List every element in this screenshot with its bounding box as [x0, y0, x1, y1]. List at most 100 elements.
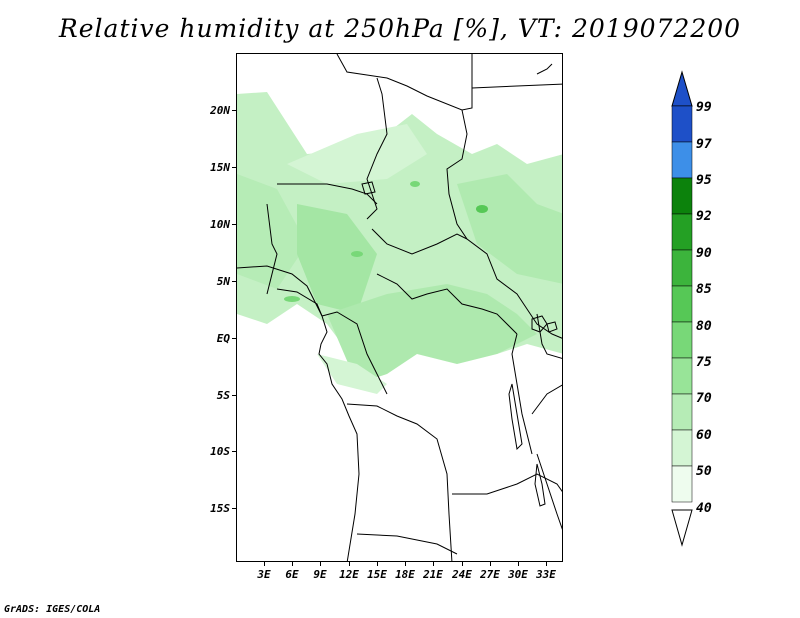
rh-band-congo: [327, 284, 537, 384]
rh-spot-chad: [410, 181, 420, 187]
lat-label: 15S: [210, 502, 230, 515]
lat-label: 10S: [210, 445, 230, 458]
rh-band-north: [287, 124, 427, 184]
rh-band-south-coast: [317, 354, 387, 394]
lat-tick: [232, 110, 236, 111]
lon-tick: [518, 562, 519, 566]
border-congo: [321, 311, 388, 395]
colorbar-segment-95: [671, 177, 693, 215]
lon-label: 33E: [536, 568, 556, 581]
lat-tick: [232, 224, 236, 225]
lat-label: 20N: [210, 104, 230, 117]
border-libya-chad: [336, 54, 473, 111]
colorbar-segment-60: [671, 429, 693, 467]
rh-band-central: [297, 204, 377, 314]
coastlines-borders: [237, 54, 562, 561]
colorbar-label: 70: [696, 391, 712, 406]
border-kenya-uganda: [536, 313, 562, 359]
lake-victoria: [531, 315, 548, 333]
colorbar-label: 50: [696, 464, 712, 479]
colorbar-label: 92: [696, 209, 712, 224]
colorbar-segment-75: [671, 357, 693, 395]
colorbar-segment-99: [671, 105, 693, 143]
lon-label: 3E: [257, 568, 271, 581]
colorbar-label: 85: [696, 282, 712, 297]
lakes: [361, 181, 558, 507]
lon-tick: [462, 562, 463, 566]
colorbar-segment-80: [671, 321, 693, 359]
humidity-shading: [237, 92, 562, 394]
border-nigeria-cameroon: [266, 203, 278, 295]
colorbar-top-arrow: [671, 70, 693, 107]
colorbar-label: 97: [696, 137, 712, 152]
rh-spot-jos: [351, 251, 363, 257]
lat-label: 5S: [216, 389, 230, 402]
colorbar-segment-90: [671, 249, 693, 287]
lon-label: 24E: [452, 568, 472, 581]
colorbar: [671, 70, 693, 547]
lon-label: 12E: [339, 568, 359, 581]
humidity-map: [237, 54, 562, 561]
lat-tick: [232, 167, 236, 168]
rh-band-west-africa: [237, 174, 307, 289]
lon-tick: [292, 562, 293, 566]
lon-label: 15E: [367, 568, 387, 581]
colorbar-label: 80: [696, 319, 712, 334]
atlantic-coastline: [237, 265, 360, 561]
border-mozambique: [536, 453, 562, 530]
lon-tick: [433, 562, 434, 566]
lon-label: 18E: [395, 568, 415, 581]
rh-spot-cameroon: [284, 296, 300, 302]
border-gabon: [276, 288, 323, 317]
lon-tick: [546, 562, 547, 566]
rh-band-east: [457, 174, 562, 284]
lon-tick: [349, 562, 350, 566]
lon-label: 9E: [313, 568, 327, 581]
lon-tick: [490, 562, 491, 566]
border-niger-nigeria: [277, 183, 378, 205]
lat-label: 15N: [210, 161, 230, 174]
lat-label: 10N: [210, 218, 230, 231]
lon-label: 30E: [508, 568, 528, 581]
colorbar-bottom-arrow: [671, 509, 693, 547]
colorbar-label: 95: [696, 173, 712, 188]
lon-tick: [377, 562, 378, 566]
border-drc-north: [376, 273, 518, 335]
lake-turkana: [546, 321, 558, 333]
colorbar-label: 60: [696, 428, 712, 443]
lat-label: 5N: [216, 275, 230, 288]
rh-spot-darfur: [476, 205, 488, 213]
chart-title: Relative humidity at 250hPa [%], VT: 201…: [58, 14, 742, 43]
border-angola-namibia: [356, 533, 458, 555]
lon-label: 6E: [285, 568, 299, 581]
colorbar-segment-85: [671, 285, 693, 323]
border-great-lakes: [511, 333, 533, 455]
lat-tick: [232, 508, 236, 509]
border-sudan-east: [446, 109, 562, 339]
border-tanzania: [531, 384, 562, 415]
colorbar-label: 99: [696, 100, 712, 115]
lake-chad: [361, 181, 376, 195]
lat-tick: [232, 338, 236, 339]
border-zambia: [452, 473, 562, 495]
colorbar-label: 75: [696, 355, 712, 370]
border-egypt-corner: [471, 83, 562, 89]
red-sea-coast: [536, 63, 553, 75]
lat-label: EQ: [216, 332, 230, 345]
lake-tanganyika: [508, 383, 523, 451]
grads-credit: GrADS: IGES/COLA: [4, 604, 101, 615]
lake-malawi: [534, 463, 546, 507]
colorbar-segment-92: [671, 213, 693, 251]
border-chad-sudan: [366, 77, 388, 220]
map-panel: [236, 53, 563, 562]
lon-tick: [320, 562, 321, 566]
colorbar-label: 40: [696, 501, 712, 516]
lat-tick: [232, 281, 236, 282]
colorbar-segment-97: [671, 141, 693, 179]
lon-tick: [264, 562, 265, 566]
lon-tick: [405, 562, 406, 566]
lat-tick: [232, 395, 236, 396]
colorbar-label: 90: [696, 246, 712, 261]
border-drc-angola: [346, 403, 453, 561]
colorbar-segment-50: [671, 465, 693, 503]
